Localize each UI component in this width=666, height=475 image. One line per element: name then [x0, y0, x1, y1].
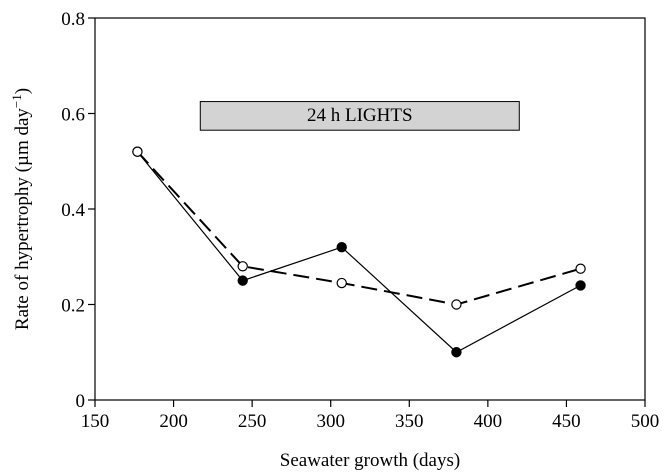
series-2-point [132, 146, 143, 157]
x-tick-label: 150 [81, 411, 110, 432]
series-group [132, 146, 586, 358]
axis-ticks: 150 200 250 300 350 400 450 500 0 0.2 0.4 0.6 0.8 [61, 9, 659, 432]
series-2-point [237, 261, 248, 272]
series-2-point [336, 277, 347, 289]
x-tick-label: 400 [474, 411, 503, 432]
x-tick-label: 300 [316, 411, 345, 432]
series-1-point [237, 275, 248, 286]
series-1-line [136, 151, 581, 353]
x-tick-label: 250 [238, 411, 267, 432]
plot-frame [94, 17, 646, 401]
series-1-point [451, 347, 462, 358]
series-1-point [336, 241, 347, 253]
series-2-point [451, 299, 462, 310]
y-axis-label-close: ) [12, 88, 33, 94]
annotation-box: 24 h LIGHTS [199, 101, 520, 131]
series-2-line [136, 151, 581, 306]
y-tick-label: 0.4 [61, 200, 85, 221]
x-tick-label: 350 [395, 411, 424, 432]
y-tick-label: 0 [76, 391, 86, 412]
y-tick-label: 0.6 [61, 105, 85, 126]
annotation-rect [199, 101, 520, 131]
series-2-point [575, 263, 586, 274]
y-axis-label: Rate of hypertrophy (µm day−1) [9, 88, 33, 330]
y-tick-label: 0.8 [61, 9, 85, 30]
x-tick-label: 450 [552, 411, 581, 432]
y-tick-label: 0.2 [61, 296, 85, 317]
x-axis-label: Seawater growth (days) [280, 450, 460, 471]
annotation-label: 24 h LIGHTS [307, 105, 413, 126]
series-1-point [575, 280, 586, 291]
x-tick-label: 200 [159, 411, 188, 432]
y-axis-label-main: Rate of hypertrophy (µm day [12, 108, 33, 330]
x-tick-label: 500 [631, 411, 660, 432]
y-axis-label-sup: −1 [9, 94, 24, 108]
